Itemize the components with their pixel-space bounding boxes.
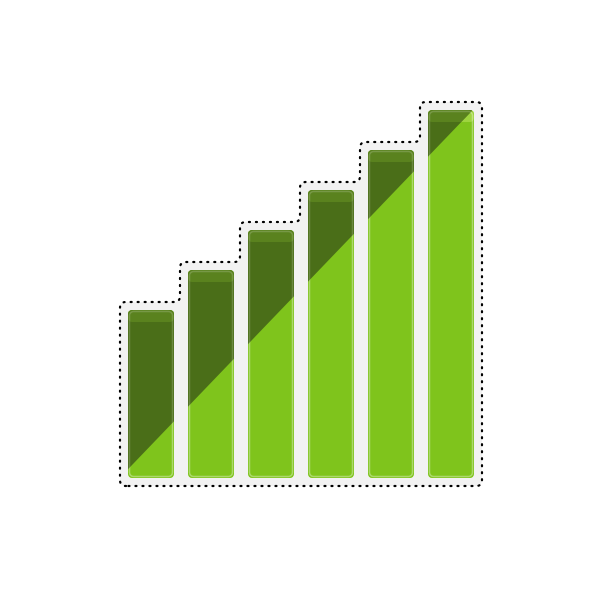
sticker-outline	[120, 102, 482, 486]
bar-chart-icon	[0, 0, 600, 600]
bar	[428, 110, 474, 478]
